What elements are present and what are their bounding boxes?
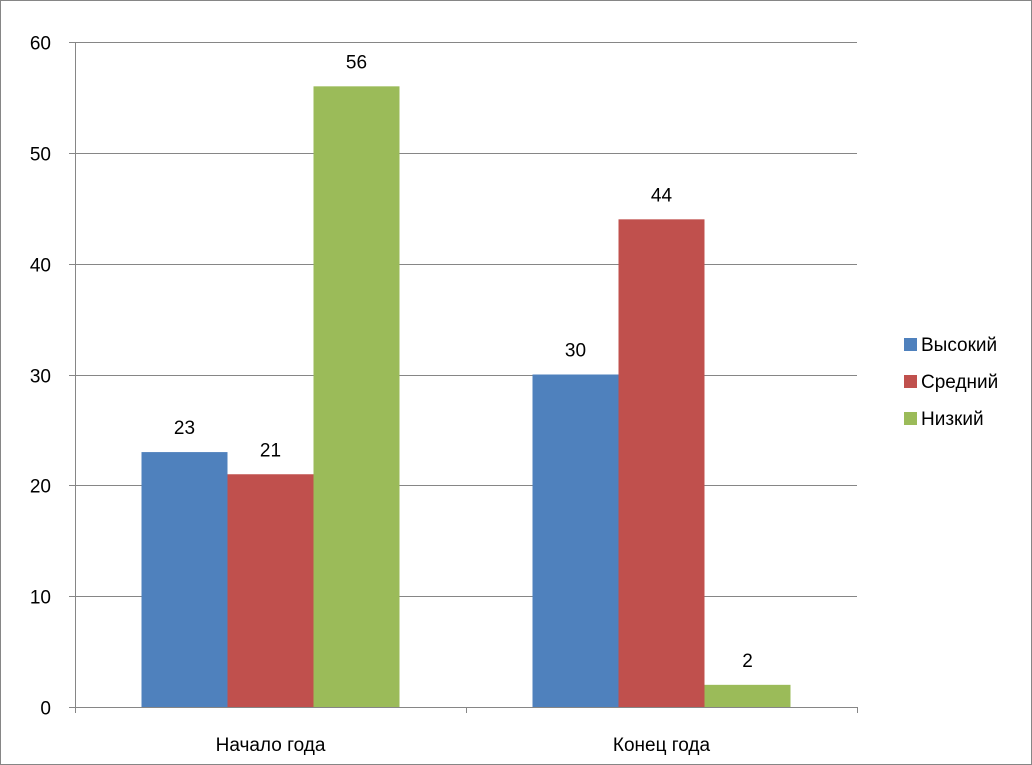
y-tick-label: 20	[30, 477, 51, 498]
legend-swatch	[904, 338, 917, 351]
data-labels: 23 21 56 30 44 2	[174, 52, 753, 672]
bar-Высокий-Начало года	[141, 452, 228, 707]
data-label: 2	[742, 651, 753, 672]
x-category-label: Начало года	[216, 735, 326, 756]
data-label: 56	[346, 52, 367, 73]
legend-label: Высокий	[921, 335, 997, 356]
bar-Низкий-Конец года	[704, 684, 791, 707]
bar-Средний-Конец года	[618, 219, 705, 708]
y-tick-label: 30	[30, 367, 51, 388]
legend: Высокий Средний Низкий	[904, 335, 998, 430]
x-category-label: Конец года	[613, 735, 711, 756]
bars	[141, 86, 791, 708]
y-tick-label: 50	[30, 145, 51, 166]
data-label: 23	[174, 418, 195, 439]
bar-Средний-Начало года	[227, 474, 314, 707]
y-tick-label: 10	[30, 588, 51, 609]
y-tick-label: 60	[30, 34, 51, 55]
legend-swatch	[904, 375, 917, 388]
legend-label: Низкий	[921, 409, 984, 430]
bar-Высокий-Конец года	[532, 374, 619, 707]
legend-swatch	[904, 412, 917, 425]
data-label: 30	[565, 341, 586, 362]
bar-Низкий-Начало года	[313, 86, 400, 708]
legend-label: Средний	[921, 372, 998, 393]
y-tick-label: 0	[40, 699, 51, 720]
axes: 0 10 20 30 40 50 60 Начало года Конец года	[30, 34, 858, 756]
y-tick-label: 40	[30, 256, 51, 277]
data-label: 21	[260, 440, 281, 461]
data-label: 44	[651, 185, 673, 206]
